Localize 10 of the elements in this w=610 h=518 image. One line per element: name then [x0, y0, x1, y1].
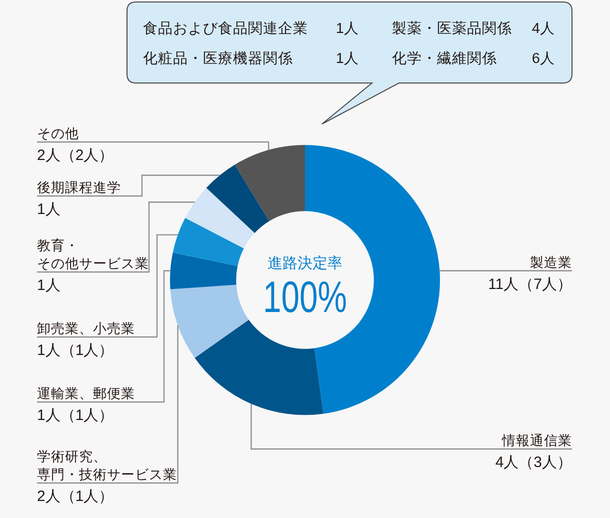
- annotation: 化学・繊維関係: [392, 51, 497, 67]
- annotation: 1人: [336, 21, 359, 37]
- annotation: 製薬・医薬品関係: [392, 21, 512, 37]
- annotation: 6人: [532, 51, 555, 67]
- annotation: 100%: [263, 273, 376, 322]
- annotation: 1人: [336, 51, 359, 67]
- annotation: 化粧品・医療機器関係: [143, 51, 293, 67]
- annotation: 進路決定率: [268, 255, 342, 272]
- annotation: 食品および食品関連企業: [143, 21, 308, 37]
- annotation: 4人: [532, 21, 555, 37]
